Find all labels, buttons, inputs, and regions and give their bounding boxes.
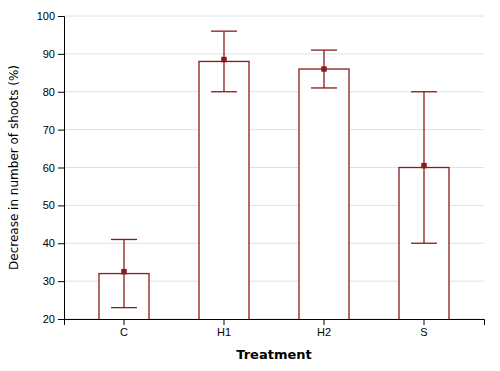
y-tick: 90: [43, 48, 64, 60]
x-tick: H1: [217, 319, 231, 338]
error-cap-lower: [311, 87, 337, 88]
error-cap-upper: [111, 239, 137, 240]
y-axis: 20 30 40 50 60 70 80 90 100: [37, 10, 65, 325]
y-axis-title: Decrease in number of shoots (%): [7, 65, 21, 270]
y-tick-label: 50: [43, 199, 55, 211]
error-bars: [111, 31, 437, 307]
y-tick-label: 20: [43, 313, 55, 325]
y-tick: 30: [43, 275, 64, 287]
x-tick-mark: [324, 319, 325, 325]
error-cap-upper: [311, 49, 337, 50]
y-tick-mark: [58, 130, 64, 131]
x-tick-label: H1: [217, 326, 231, 338]
x-tick: S: [420, 319, 427, 338]
x-axis-line: [65, 320, 485, 326]
y-tick-label: 100: [37, 10, 55, 22]
y-tick-mark: [58, 205, 64, 206]
error-cap-upper: [411, 91, 437, 92]
bar: [199, 61, 249, 319]
x-tick-mark: [224, 319, 225, 325]
x-tick: H2: [317, 319, 331, 338]
y-tick: 40: [43, 237, 64, 249]
y-axis-line: [58, 17, 65, 320]
x-axis-title: Treatment: [236, 347, 312, 362]
y-tick: 100: [37, 10, 64, 22]
y-tick-label: 70: [43, 124, 55, 136]
y-tick-label: 30: [43, 275, 55, 287]
plot: C H1 H2 S 20 30 40 50 60 70 80 90 100: [37, 10, 485, 371]
mean-point: [321, 66, 326, 71]
y-tick: 60: [43, 162, 64, 174]
x-axis: C H1 H2 S: [65, 319, 485, 338]
grid-line: [64, 129, 484, 130]
y-tick-mark: [58, 16, 64, 17]
x-tick: C: [120, 319, 128, 338]
mean-point: [221, 57, 226, 62]
grid-line: [64, 91, 484, 92]
mean-point: [421, 163, 426, 168]
grid-line: [64, 16, 484, 17]
error-cap-lower: [211, 91, 237, 92]
x-tick-label: C: [120, 326, 128, 338]
bar: [299, 69, 349, 319]
y-tick: 20: [43, 313, 64, 325]
y-tick-label: 80: [43, 86, 55, 98]
mean-point: [121, 269, 126, 274]
y-tick-mark: [58, 168, 64, 169]
y-tick-label: 60: [43, 162, 55, 174]
y-tick-mark: [58, 319, 64, 320]
points: [121, 57, 426, 275]
marks: [99, 31, 449, 319]
x-tick-mark: [124, 319, 125, 325]
y-tick: 50: [43, 199, 64, 211]
y-tick-label: 40: [43, 237, 55, 249]
y-tick: 70: [43, 124, 64, 136]
y-tick-mark: [58, 92, 64, 93]
chart: C H1 H2 S 20 30 40 50 60 70 80 90 100 Treatment Decrea…: [0, 0, 500, 371]
error-cap-lower: [411, 243, 437, 244]
y-tick: 80: [43, 86, 64, 98]
error-cap-upper: [211, 30, 237, 31]
x-tick-label: H2: [317, 326, 331, 338]
y-tick-mark: [58, 243, 64, 244]
grid-line: [64, 53, 484, 54]
y-tick-label: 90: [43, 48, 55, 60]
y-tick-mark: [58, 54, 64, 55]
x-tick-label: S: [420, 326, 427, 338]
bars: [99, 61, 449, 319]
y-tick-mark: [58, 281, 64, 282]
grid-line: [64, 243, 484, 244]
error-cap-lower: [111, 307, 137, 308]
x-tick-mark: [424, 319, 425, 325]
